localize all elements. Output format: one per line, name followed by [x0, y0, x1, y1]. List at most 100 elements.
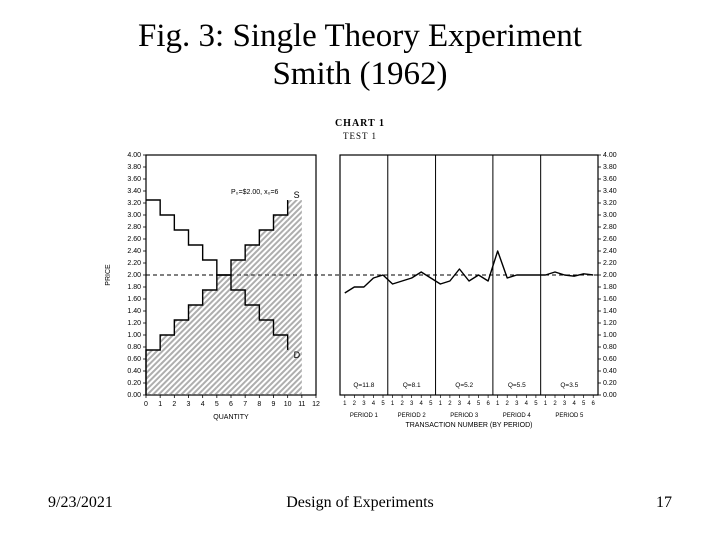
svg-text:2.20: 2.20: [127, 260, 141, 267]
svg-text:1.00: 1.00: [603, 332, 617, 339]
svg-text:2.00: 2.00: [603, 272, 617, 279]
svg-text:5: 5: [477, 401, 481, 407]
svg-text:1.80: 1.80: [603, 284, 617, 291]
svg-text:2.60: 2.60: [603, 236, 617, 243]
svg-text:4: 4: [525, 401, 529, 407]
svg-text:0.00: 0.00: [127, 392, 141, 399]
svg-text:1.00: 1.00: [127, 332, 141, 339]
svg-text:Q=8.1: Q=8.1: [403, 382, 421, 389]
svg-text:0.00: 0.00: [603, 392, 617, 399]
svg-text:3: 3: [563, 401, 567, 407]
svg-text:2: 2: [506, 401, 510, 407]
svg-text:3: 3: [187, 401, 191, 408]
svg-text:3.40: 3.40: [127, 188, 141, 195]
svg-text:5: 5: [429, 401, 433, 407]
svg-text:2: 2: [448, 401, 452, 407]
svg-text:1: 1: [158, 401, 162, 408]
svg-text:0.60: 0.60: [127, 356, 141, 363]
svg-text:0.80: 0.80: [603, 344, 617, 351]
svg-text:3: 3: [410, 401, 414, 407]
svg-text:0.20: 0.20: [603, 380, 617, 387]
chart-subcaption: TEST 1: [90, 131, 630, 141]
svg-text:2.40: 2.40: [127, 248, 141, 255]
title-line-2: Smith (1962): [272, 56, 447, 92]
svg-text:4: 4: [420, 401, 424, 407]
svg-text:QUANTITY: QUANTITY: [213, 414, 249, 421]
svg-text:2: 2: [353, 401, 357, 407]
svg-text:Q=11.8: Q=11.8: [353, 382, 374, 389]
svg-text:PERIOD 3: PERIOD 3: [450, 413, 479, 419]
svg-text:3: 3: [362, 401, 366, 407]
footer-page: 17: [656, 494, 672, 512]
svg-text:5: 5: [534, 401, 538, 407]
chart-caption: CHART 1: [90, 118, 630, 129]
svg-text:2.20: 2.20: [603, 260, 617, 267]
svg-text:3.60: 3.60: [127, 176, 141, 183]
svg-text:0.40: 0.40: [603, 368, 617, 375]
svg-text:4: 4: [201, 401, 205, 408]
svg-text:2.80: 2.80: [127, 224, 141, 231]
footer-center: Design of Experiments: [0, 494, 720, 512]
svg-text:2: 2: [553, 401, 557, 407]
svg-text:PERIOD 1: PERIOD 1: [350, 413, 379, 419]
svg-text:10: 10: [284, 401, 292, 408]
svg-text:2: 2: [400, 401, 404, 407]
svg-text:0: 0: [144, 401, 148, 408]
svg-text:1.20: 1.20: [127, 320, 141, 327]
svg-text:P₀=$2.00, x₀=6: P₀=$2.00, x₀=6: [231, 189, 279, 196]
title-line-1: Fig. 3: Single Theory Experiment: [138, 18, 582, 54]
svg-text:PERIOD 2: PERIOD 2: [398, 413, 427, 419]
svg-text:1.60: 1.60: [127, 296, 141, 303]
svg-text:3.20: 3.20: [127, 200, 141, 207]
svg-text:1: 1: [391, 401, 395, 407]
svg-text:2.80: 2.80: [603, 224, 617, 231]
svg-text:3.80: 3.80: [603, 164, 617, 171]
svg-text:1: 1: [343, 401, 347, 407]
svg-text:2.40: 2.40: [603, 248, 617, 255]
svg-text:1: 1: [544, 401, 548, 407]
svg-text:D: D: [294, 350, 301, 360]
svg-text:12: 12: [312, 401, 320, 408]
svg-text:1: 1: [496, 401, 500, 407]
svg-text:PERIOD 4: PERIOD 4: [503, 413, 532, 419]
svg-text:6: 6: [486, 401, 490, 407]
svg-text:6: 6: [229, 401, 233, 408]
svg-text:1.20: 1.20: [603, 320, 617, 327]
svg-text:3.20: 3.20: [603, 200, 617, 207]
svg-text:S: S: [294, 190, 300, 200]
svg-text:1.60: 1.60: [603, 296, 617, 303]
svg-text:4: 4: [372, 401, 376, 407]
svg-text:2.60: 2.60: [127, 236, 141, 243]
svg-text:TRANSACTION NUMBER (BY PERIOD): TRANSACTION NUMBER (BY PERIOD): [405, 422, 532, 429]
svg-text:1.80: 1.80: [127, 284, 141, 291]
svg-text:5: 5: [215, 401, 219, 408]
svg-text:11: 11: [298, 401, 305, 408]
svg-text:5: 5: [381, 401, 385, 407]
svg-text:0.60: 0.60: [603, 356, 617, 363]
svg-text:0.80: 0.80: [127, 344, 141, 351]
svg-text:2.00: 2.00: [127, 272, 141, 279]
svg-text:9: 9: [272, 401, 276, 408]
svg-text:0.20: 0.20: [127, 380, 141, 387]
svg-text:3: 3: [458, 401, 462, 407]
svg-text:PERIOD 5: PERIOD 5: [555, 413, 584, 419]
svg-text:4: 4: [572, 401, 576, 407]
svg-text:3.00: 3.00: [603, 212, 617, 219]
svg-text:3: 3: [515, 401, 519, 407]
svg-text:1: 1: [439, 401, 443, 407]
svg-text:Q=3.5: Q=3.5: [560, 382, 578, 389]
svg-text:8: 8: [257, 401, 261, 408]
svg-text:2: 2: [172, 401, 176, 408]
svg-text:1.40: 1.40: [603, 308, 617, 315]
svg-text:3.00: 3.00: [127, 212, 141, 219]
svg-text:1.40: 1.40: [127, 308, 141, 315]
svg-text:3.60: 3.60: [603, 176, 617, 183]
svg-text:3.80: 3.80: [127, 164, 141, 171]
svg-text:4.00: 4.00: [127, 152, 141, 159]
slide-title: Fig. 3: Single Theory Experiment Smith (…: [0, 18, 720, 94]
svg-text:Q=5.2: Q=5.2: [455, 382, 473, 389]
svg-text:0.40: 0.40: [127, 368, 141, 375]
svg-text:6: 6: [592, 401, 596, 407]
svg-text:4.00: 4.00: [603, 152, 617, 159]
svg-text:PRICE: PRICE: [105, 264, 112, 286]
